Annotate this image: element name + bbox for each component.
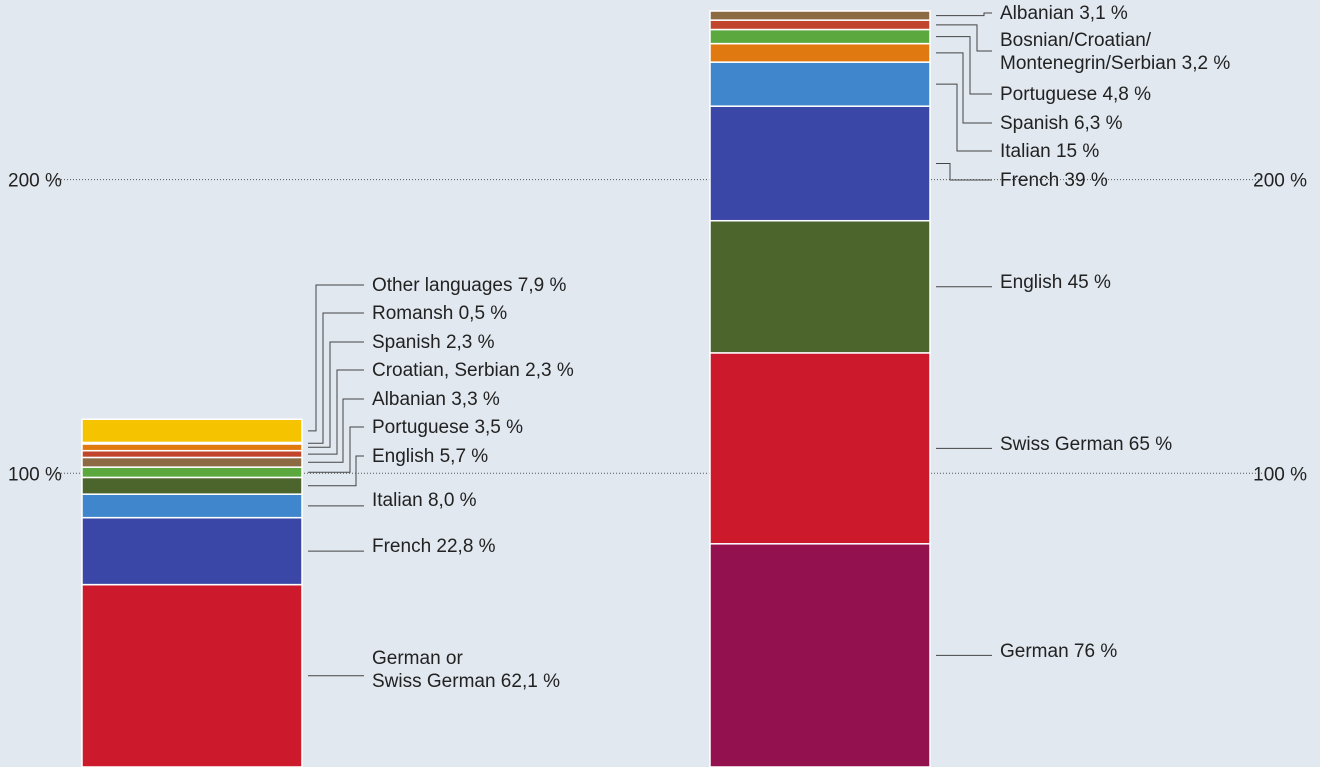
bar-segment (709, 219, 931, 354)
bar-segment (81, 443, 303, 452)
y-tick-label-right: 200 % (1253, 171, 1307, 192)
segment-label: Portuguese 4,8 % (1000, 84, 1151, 105)
bar-segment (81, 516, 303, 586)
bar-segment (709, 28, 931, 45)
bar-segment (81, 418, 303, 444)
segment-label: Albanian 3,1 % (1000, 3, 1128, 24)
segment-label: French 39 % (1000, 170, 1108, 191)
segment-label: German or (372, 648, 463, 669)
segment-label: Romansh 0,5 % (372, 303, 507, 324)
leader-line (936, 12, 992, 17)
segment-label: Swiss German 62,1 % (372, 671, 560, 692)
segment-label: Italian 8,0 % (372, 490, 477, 511)
bar-segment (709, 105, 931, 222)
segment-label: English 45 % (1000, 272, 1111, 293)
y-tick-label-left: 200 % (8, 171, 62, 192)
bar-segment (709, 19, 931, 31)
segment-label: German 76 % (1000, 641, 1117, 662)
segment-label: Portuguese 3,5 % (372, 417, 523, 438)
segment-label: Italian 15 % (1000, 141, 1099, 162)
y-tick-label-right: 100 % (1253, 464, 1307, 485)
bar-segment (81, 466, 303, 479)
leader-line (308, 284, 364, 432)
bar-segment (709, 61, 931, 107)
segment-label: English 5,7 % (372, 446, 488, 467)
leader-line (308, 369, 364, 455)
bar-segment (81, 456, 303, 468)
bar-segment (81, 476, 303, 495)
bar-segment (709, 42, 931, 63)
bars (81, 10, 931, 767)
segment-label: Bosnian/Croatian/ (1000, 30, 1152, 51)
segment-label: Spanish 6,3 % (1000, 113, 1123, 134)
leader-line (936, 83, 992, 152)
bar-segment (709, 10, 931, 21)
segment-label: Spanish 2,3 % (372, 332, 495, 353)
bar-segment (81, 493, 303, 519)
segment-label: Other languages 7,9 % (372, 275, 566, 296)
leader-line (936, 24, 992, 52)
y-tick-label-left: 100 % (8, 464, 62, 485)
leader-line (936, 36, 992, 95)
segment-label: Croatian, Serbian 2,3 % (372, 360, 574, 381)
leader-line (308, 312, 364, 444)
leader-line (308, 398, 364, 463)
segment-label: Swiss German 65 % (1000, 434, 1172, 455)
leader-line (308, 426, 364, 473)
bar-segment (81, 583, 303, 767)
bar-segment (709, 543, 931, 767)
segment-label: French 22,8 % (372, 536, 496, 557)
bar-segment (81, 449, 303, 459)
leader-line (308, 341, 364, 448)
leader-line (936, 162, 992, 181)
leader-line (936, 52, 992, 124)
segment-label: Montenegrin/Serbian 3,2 % (1000, 53, 1230, 74)
gridlines: 100 % 100 % 200 % 200 % (8, 171, 1307, 486)
leader-line (308, 455, 364, 487)
segment-label: Albanian 3,3 % (372, 389, 500, 410)
bar-segment (709, 352, 931, 545)
